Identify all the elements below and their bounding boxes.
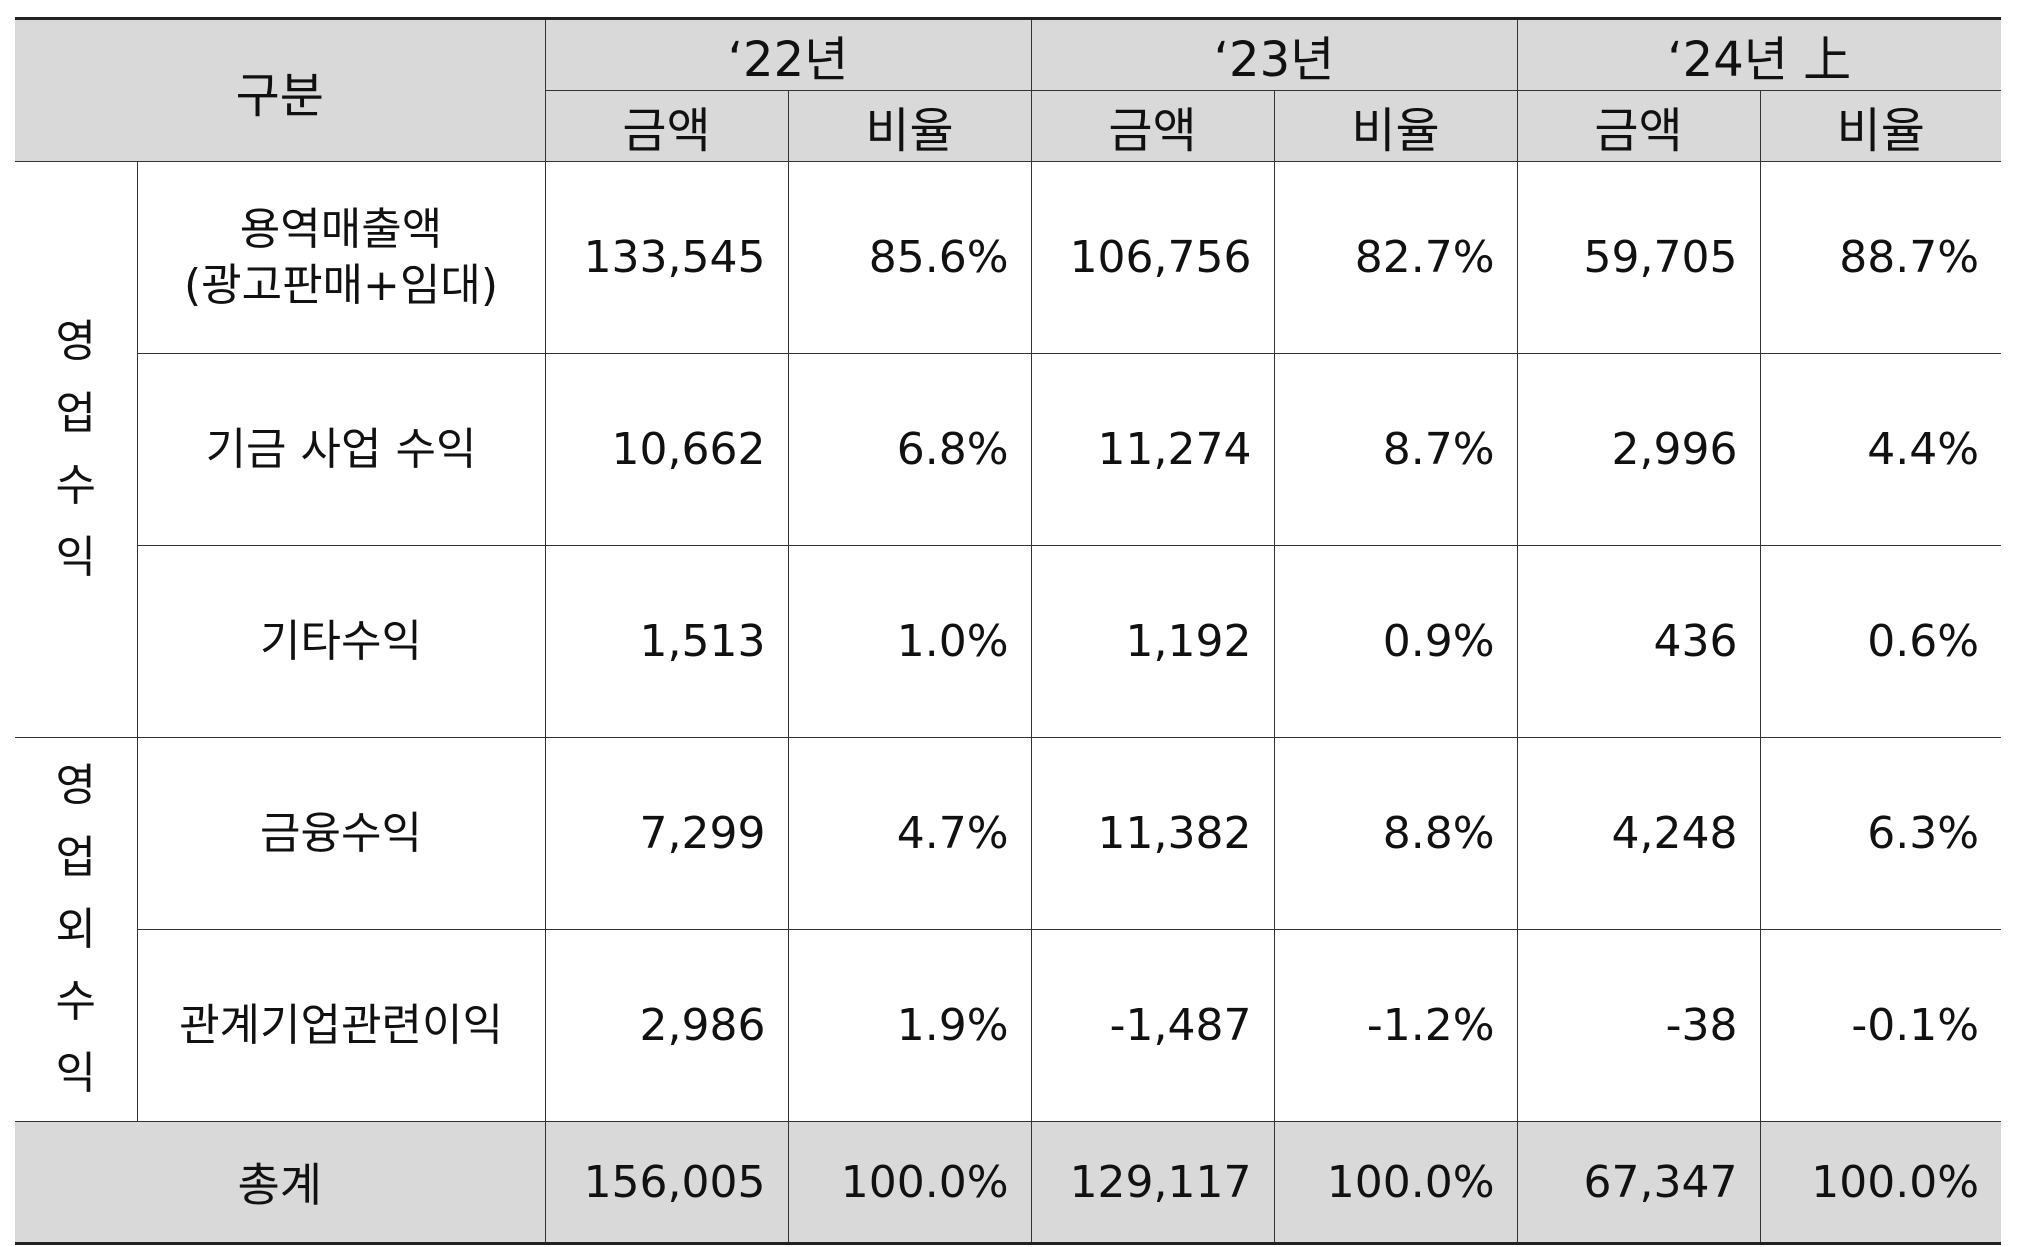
total-amount-cell: 129,117: [1030, 1121, 1275, 1244]
group-label-operating: 영 업 수 익: [15, 161, 138, 738]
item-line: 기금 사업 수익: [205, 423, 477, 475]
amount-cell: 1,192: [1030, 545, 1275, 738]
group-label-char: 수: [55, 975, 96, 1027]
amount-cell: 2,996: [1516, 353, 1761, 546]
table-row: 영 업 외 수 익 금융수익 7,299 4.7% 11,382 8.8% 4,…: [15, 737, 2002, 1122]
ratio-cell: 0.6%: [1759, 545, 2002, 738]
total-row: 총계 156,005 100.0% 129,117 100.0% 67,347 …: [15, 1121, 2002, 1244]
amount-cell: -38: [1516, 929, 1761, 1122]
total-ratio-cell: 100.0%: [1759, 1121, 2002, 1244]
item-label: 용역매출액 (광고판매+임대): [136, 161, 546, 354]
amount-cell: -1,487: [1030, 929, 1275, 1122]
table-row: 기타수익 1,513 1.0% 1,192 0.9% 436 0.6%: [15, 545, 2002, 738]
ratio-cell: 85.6%: [787, 161, 1032, 354]
group-label-char: 업: [55, 387, 96, 439]
group-label-char: 익: [55, 531, 96, 583]
group-label-char: 영: [55, 315, 96, 367]
header-amount: 금액: [545, 90, 789, 162]
header-year-2022: ‘22년: [544, 18, 1032, 91]
header-year-2023: ‘23년: [1030, 18, 1518, 91]
item-line: 용역매출액: [239, 203, 443, 255]
ratio-cell: -1.2%: [1273, 929, 1518, 1122]
amount-cell: 11,382: [1030, 737, 1275, 930]
header-category: 구분: [15, 18, 546, 162]
item-label: 기타수익: [137, 545, 546, 738]
ratio-cell: 1.9%: [787, 929, 1032, 1122]
ratio-cell: 8.7%: [1273, 353, 1518, 546]
item-line: 금융수익: [260, 807, 422, 859]
total-amount-cell: 67,347: [1516, 1121, 1761, 1244]
table-row: 기금 사업 수익 10,662 6.8% 11,274 8.7% 2,996 4…: [15, 353, 2002, 546]
ratio-cell: 4.7%: [787, 737, 1032, 930]
ratio-cell: 1.0%: [787, 545, 1032, 738]
ratio-cell: -0.1%: [1759, 929, 2002, 1122]
header-amount: 금액: [1516, 90, 1761, 162]
item-label: 금융수익: [136, 737, 546, 930]
amount-cell: 106,756: [1030, 161, 1275, 354]
amount-cell: 2,986: [544, 929, 789, 1122]
table-row: 영 업 수 익 용역매출액 (광고판매+임대) 133,545 85.6% 10…: [15, 161, 2002, 738]
ratio-cell: 0.9%: [1273, 545, 1518, 738]
amount-cell: 133,545: [544, 161, 789, 354]
group-label-char: 외: [55, 903, 96, 955]
item-label: 관계기업관련이익: [137, 929, 546, 1122]
amount-cell: 436: [1516, 545, 1761, 738]
item-line: 기타수익: [260, 615, 422, 667]
item-line: (광고판매+임대): [183, 259, 499, 311]
ratio-cell: 6.8%: [787, 353, 1032, 546]
group-label-char: 수: [55, 459, 96, 511]
group-label-char: 업: [55, 831, 96, 883]
ratio-cell: 88.7%: [1759, 161, 2002, 354]
item-label: 기금 사업 수익: [137, 353, 546, 546]
revenue-table: 구분 ‘22년 ‘23년 ‘24년 上 금액 비율 금액 비율 금액 비율 영 …: [15, 17, 2002, 1245]
header-year-2024h1: ‘24년 上: [1516, 18, 2002, 91]
total-label: 총계: [15, 1121, 546, 1244]
amount-cell: 4,248: [1516, 737, 1761, 930]
ratio-cell: 6.3%: [1759, 737, 2002, 930]
item-line: 관계기업관련이익: [179, 999, 503, 1051]
table-row: 관계기업관련이익 2,986 1.9% -1,487 -1.2% -38 -0.…: [15, 929, 2002, 1122]
ratio-cell: 82.7%: [1273, 161, 1518, 354]
amount-cell: 1,513: [544, 545, 789, 738]
amount-cell: 7,299: [544, 737, 789, 930]
total-ratio-cell: 100.0%: [787, 1121, 1032, 1244]
amount-cell: 59,705: [1516, 161, 1761, 354]
amount-cell: 10,662: [544, 353, 789, 546]
header-amount: 금액: [1030, 90, 1275, 162]
group-label-non-operating: 영 업 외 수 익: [15, 737, 138, 1122]
ratio-cell: 4.4%: [1759, 353, 2002, 546]
group-label-char: 익: [55, 1047, 96, 1099]
ratio-cell: 8.8%: [1273, 737, 1518, 930]
header-ratio: 비율: [1273, 90, 1518, 162]
total-amount-cell: 156,005: [544, 1121, 789, 1244]
header-ratio: 비율: [787, 90, 1032, 162]
group-label-char: 영: [55, 759, 96, 811]
amount-cell: 11,274: [1030, 353, 1275, 546]
total-ratio-cell: 100.0%: [1273, 1121, 1518, 1244]
header-ratio: 비율: [1759, 90, 2002, 162]
